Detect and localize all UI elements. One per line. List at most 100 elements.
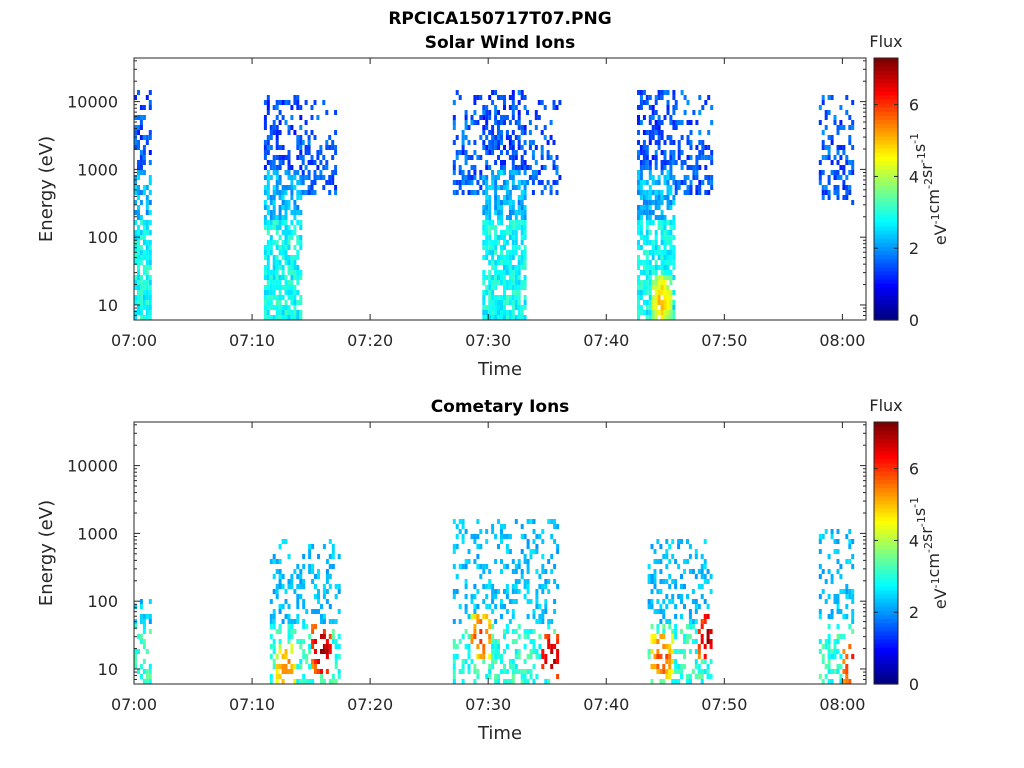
- heatmap-cell: [514, 664, 518, 669]
- heatmap-cell: [316, 150, 320, 155]
- heatmap-cell: [686, 679, 689, 684]
- heatmap-cell: [692, 170, 696, 175]
- heatmap-cell: [663, 240, 667, 245]
- heatmap-cell: [494, 115, 498, 120]
- heatmap-cell: [642, 235, 646, 240]
- heatmap-cell: [654, 100, 658, 105]
- heatmap-cell: [842, 195, 846, 200]
- heatmap-cell: [145, 265, 149, 270]
- heatmap-cell: [142, 225, 146, 230]
- heatmap-cell: [482, 110, 486, 115]
- heatmap-cell: [672, 300, 676, 305]
- heatmap-cell: [278, 310, 282, 315]
- heatmap-cell: [669, 175, 673, 180]
- heatmap-cell: [642, 290, 646, 295]
- heatmap-cell: [269, 195, 273, 200]
- heatmap-cell: [672, 290, 676, 295]
- heatmap-cell: [148, 629, 152, 634]
- heatmap-cell: [818, 549, 822, 554]
- heatmap-cell: [657, 265, 661, 270]
- heatmap-cell: [322, 649, 326, 654]
- heatmap-cell: [275, 115, 279, 120]
- heatmap-cell: [281, 539, 285, 544]
- heatmap-cell: [134, 649, 137, 654]
- heatmap-cell: [514, 280, 518, 285]
- heatmap-cell: [275, 130, 279, 135]
- heatmap-cell: [302, 624, 306, 629]
- heatmap-cell: [476, 589, 480, 594]
- heatmap-cell: [694, 554, 698, 559]
- heatmap-cell: [637, 170, 640, 175]
- heatmap-cell: [482, 644, 486, 649]
- heatmap-cell: [145, 280, 149, 285]
- heatmap-cell: [139, 190, 143, 195]
- heatmap-cell: [488, 215, 492, 220]
- heatmap-cell: [275, 674, 279, 679]
- heatmap-cell: [671, 599, 675, 604]
- heatmap-cell: [494, 140, 498, 145]
- heatmap-cell: [464, 135, 468, 140]
- heatmap-cell: [497, 674, 500, 679]
- heatmap-cell: [281, 654, 285, 659]
- heatmap-cell: [272, 205, 276, 210]
- heatmap-cell: [325, 639, 329, 644]
- heatmap-cell: [695, 155, 699, 160]
- heatmap-cell: [278, 285, 282, 290]
- heatmap-cell: [278, 290, 282, 295]
- heatmap-cell: [293, 175, 297, 180]
- heatmap-cell: [511, 614, 515, 619]
- heatmap-cell: [645, 145, 649, 150]
- heatmap-cell: [538, 574, 542, 579]
- heatmap-cell: [703, 564, 707, 569]
- heatmap-cell: [266, 255, 270, 260]
- heatmap-cell: [281, 145, 285, 150]
- heatmap-cell: [520, 165, 524, 170]
- heatmap-cell: [290, 669, 294, 674]
- heatmap-cell: [511, 559, 515, 564]
- heatmap-cell: [654, 265, 658, 270]
- heatmap-cell: [695, 170, 699, 175]
- heatmap-cell: [328, 619, 332, 624]
- heatmap-cell: [470, 175, 474, 180]
- heatmap-cell: [526, 544, 530, 549]
- heatmap-cell: [639, 270, 643, 275]
- heatmap-cell: [328, 180, 332, 185]
- heatmap-cell: [637, 240, 640, 245]
- heatmap-cell: [500, 205, 503, 210]
- heatmap-cell: [656, 539, 660, 544]
- heatmap-cell: [657, 205, 661, 210]
- heatmap-cell: [331, 639, 335, 644]
- heatmap-cell: [263, 245, 267, 250]
- heatmap-cell: [464, 150, 468, 155]
- heatmap-cell: [824, 674, 828, 679]
- heatmap-cell: [505, 230, 509, 235]
- heatmap-cell: [845, 589, 849, 594]
- heatmap-cell: [458, 519, 462, 524]
- heatmap-cell: [491, 275, 495, 280]
- heatmap-cell: [637, 220, 640, 225]
- heatmap-cell: [485, 110, 489, 115]
- heatmap-cell: [476, 120, 480, 125]
- heatmap-cell: [830, 679, 834, 684]
- heatmap-cell: [660, 235, 664, 240]
- heatmap-cell: [517, 200, 521, 205]
- heatmap-cell: [482, 614, 486, 619]
- heatmap-cell: [532, 644, 536, 649]
- heatmap-cell: [514, 230, 518, 235]
- heatmap-cell: [637, 230, 640, 235]
- heatmap-cell: [662, 634, 666, 639]
- heatmap-cell: [287, 554, 291, 559]
- heatmap-cell: [134, 125, 137, 130]
- heatmap-cell: [511, 175, 515, 180]
- heatmap-cell: [275, 125, 279, 130]
- heatmap-cell: [302, 674, 306, 679]
- heatmap-cell: [827, 135, 831, 140]
- heatmap-cell: [688, 624, 692, 629]
- heatmap-cell: [505, 130, 509, 135]
- heatmap-cell: [526, 564, 530, 569]
- heatmap-cell: [275, 145, 279, 150]
- heatmap-cell: [482, 584, 486, 589]
- heatmap-cell: [331, 564, 335, 569]
- heatmap-cell: [491, 225, 495, 230]
- heatmap-cell: [287, 130, 291, 135]
